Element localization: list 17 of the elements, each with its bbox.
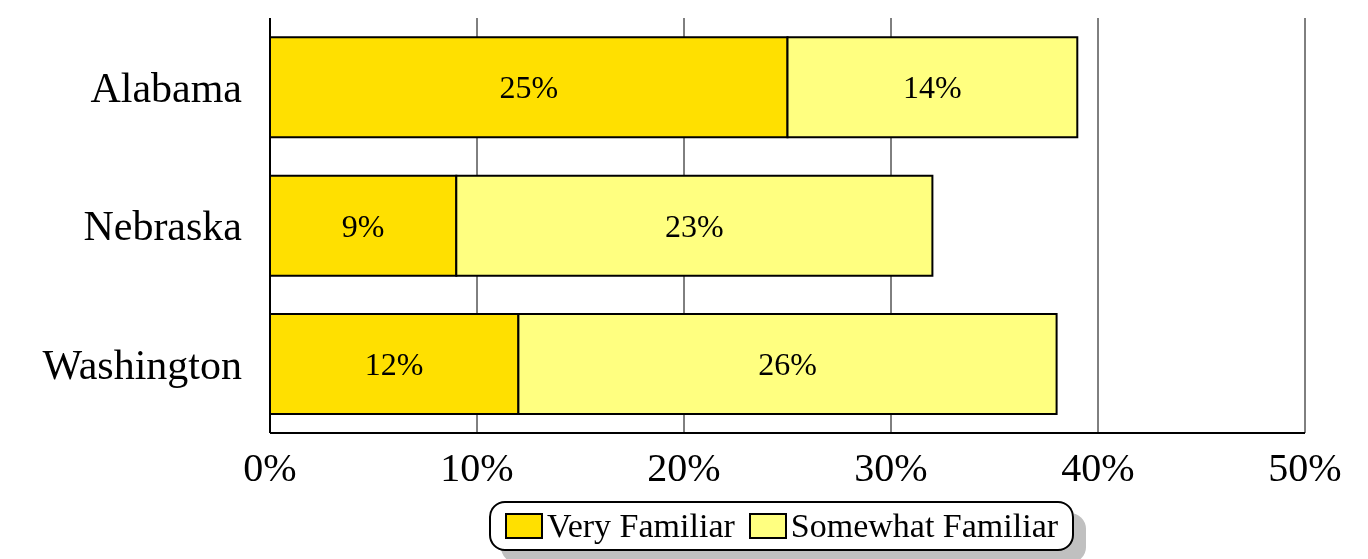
data-label: 14%	[903, 69, 962, 106]
data-label: 12%	[364, 346, 424, 383]
x-tick-label: 0%	[243, 445, 297, 491]
data-label: 23%	[665, 207, 724, 244]
x-tick-label: 30%	[854, 445, 928, 491]
y-tick-label: Nebraska	[83, 203, 243, 250]
legend-label: Somewhat Familiar	[790, 507, 1059, 545]
x-tick-label: 20%	[647, 445, 721, 491]
y-tick-label: Washington	[42, 341, 242, 388]
x-tick-label: 50%	[1268, 445, 1342, 491]
x-tick-label: 10%	[440, 445, 514, 491]
data-label: 26%	[758, 346, 817, 383]
x-tick-label: 40%	[1061, 445, 1135, 491]
legend-label: Very Familiar	[546, 507, 735, 545]
data-label: 9%	[341, 207, 385, 244]
data-label: 25%	[499, 69, 559, 106]
y-tick-label: Alabama	[90, 65, 243, 112]
